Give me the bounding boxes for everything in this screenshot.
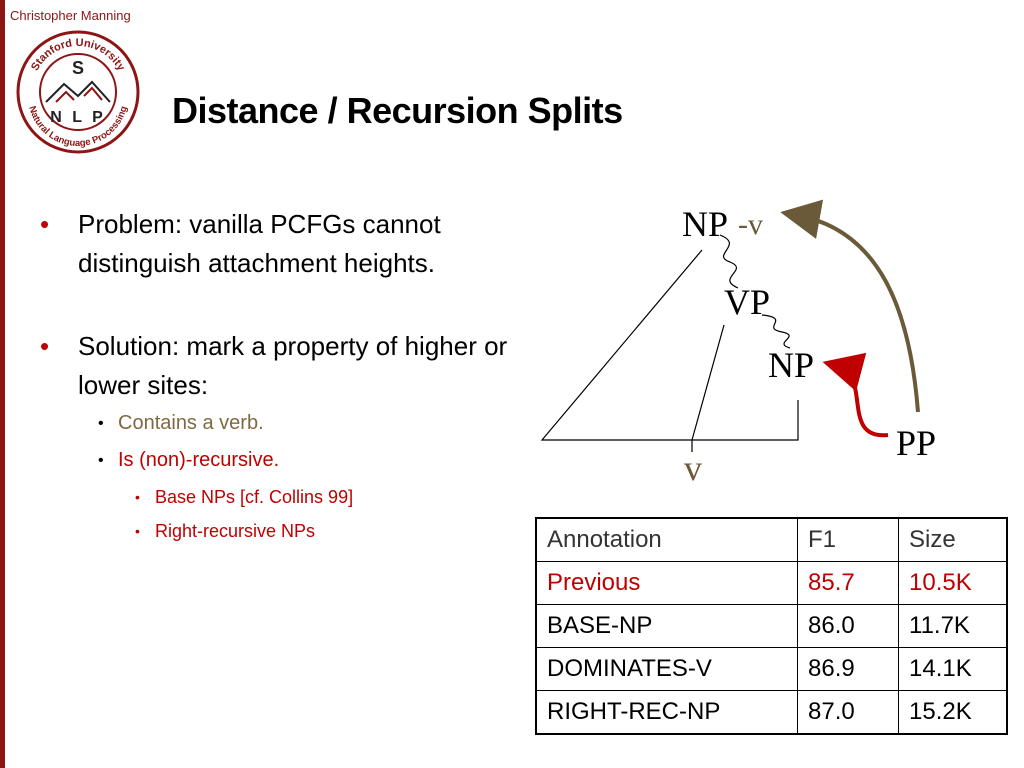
tree-label-vp: VP [724,282,770,322]
subbullet-recursive: • Is (non)-recursive. [40,442,520,479]
table-row: Previous 85.7 10.5K [535,561,1008,605]
bullet-solution-text: Solution: mark a property of higher or l… [78,331,508,400]
logo-letters-nlp: N L P [50,109,106,126]
table-cell: 85.7 [797,561,899,605]
table-header-cell: F1 [797,517,899,562]
bullet-dot: • [40,209,50,239]
tree-label-np-low: NP [768,345,814,385]
tree-label-pp: PP [896,423,936,463]
bullet-list: • Problem: vanilla PCFGs cannot distingu… [40,205,520,549]
squiggle-np-vp [719,234,739,289]
subsubbullet-text: Right-recursive NPs [155,521,316,541]
table-header-cell: Size [898,517,1008,562]
table-row: RIGHT-REC-NP 87.0 15.2K [535,690,1008,735]
author-name: Christopher Manning [10,8,131,23]
table-cell: 87.0 [797,690,899,735]
arrow-pp-to-np-low [822,352,889,438]
annotation-results-table: Annotation F1 Size Previous 85.7 10.5K B… [535,517,1008,735]
bullet-dot: • [98,415,104,432]
table-cell: RIGHT-REC-NP [535,690,798,735]
tree-label-v: v [684,448,702,488]
table-cell: Previous [535,561,798,605]
logo-letter-s: S [72,58,84,78]
table-row: BASE-NP 86.0 11.7K [535,604,1008,648]
subbullet-text: Contains a verb. [118,412,264,434]
subsubbullet-base-nps: • Base NPs [cf. Collins 99] [40,479,520,515]
bullet-solution: • Solution: mark a property of higher or… [40,327,520,405]
subbullet-contains-verb: • Contains a verb. [40,405,520,442]
tree-label-np-suffix: -v [738,208,763,241]
bullet-problem-text: Problem: vanilla PCFGs cannot distinguis… [78,209,441,278]
slide-title: Distance / Recursion Splits [172,90,623,131]
table-cell: 15.2K [898,690,1008,735]
tree-label-np-top: NP [682,204,728,244]
table-cell: 86.9 [797,647,899,691]
table-header-cell: Annotation [535,517,798,562]
table-cell: 11.7K [898,604,1008,648]
arrow-pp-to-np-top [780,199,920,413]
subsubbullet-right-recursive: • Right-recursive NPs [40,513,520,549]
bullet-dot: • [98,452,104,469]
left-accent-bar [0,0,5,768]
tree-outline [540,249,799,441]
subsubbullet-text: Base NPs [cf. Collins 99] [155,487,354,507]
subbullet-text: Is (non)-recursive. [118,449,280,471]
bullet-problem: • Problem: vanilla PCFGs cannot distingu… [40,205,520,283]
bullet-dot: • [40,331,50,361]
table-cell: 86.0 [797,604,899,648]
bullet-dot: • [135,523,140,539]
table-cell: 10.5K [898,561,1008,605]
table-cell: DOMINATES-V [535,647,798,691]
tree-inner-line [691,324,725,441]
table-header-row: Annotation F1 Size [535,517,1008,562]
parse-tree-diagram: NP -v VP NP PP v [540,199,936,488]
table-cell: 14.1K [898,647,1008,691]
table-row: DOMINATES-V 86.9 14.1K [535,647,1008,691]
bullet-dot: • [135,489,140,505]
squiggle-vp-np [761,314,791,349]
table-cell: BASE-NP [535,604,798,648]
stanford-nlp-logo: Stanford University Natural Language Pro… [16,30,140,154]
